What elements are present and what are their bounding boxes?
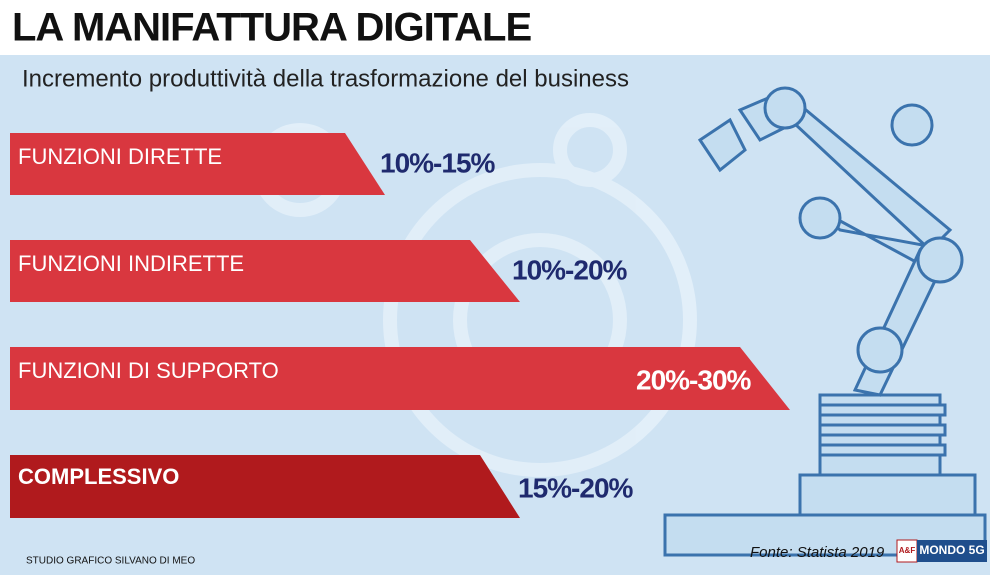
row-label: COMPLESSIVO xyxy=(18,464,179,489)
row-label: FUNZIONI DI SUPPORTO xyxy=(18,358,279,383)
bar xyxy=(10,133,385,195)
row-range: 15%-20% xyxy=(518,472,634,503)
logo-mark: A&F xyxy=(899,546,916,555)
logo-text: MONDO 5G xyxy=(919,543,984,557)
title: LA MANIFATTURA DIGITALE xyxy=(12,6,531,50)
row-range: 10%-20% xyxy=(512,254,628,285)
row-label: FUNZIONI DIRETTE xyxy=(18,144,222,169)
robot xyxy=(663,86,987,557)
bar xyxy=(10,455,520,518)
row-label: FUNZIONI INDIRETTE xyxy=(18,251,244,276)
subtitle: Incremento produttività della trasformaz… xyxy=(22,65,629,92)
row-range: 20%-30% xyxy=(636,364,752,395)
logo-band xyxy=(917,540,987,562)
row-range: 10%-15% xyxy=(380,147,496,178)
bar xyxy=(10,240,520,302)
bar xyxy=(10,347,790,410)
credit: STUDIO GRAFICO SILVANO DI MEO xyxy=(26,556,195,567)
source: Fonte: Statista 2019 xyxy=(750,544,885,561)
